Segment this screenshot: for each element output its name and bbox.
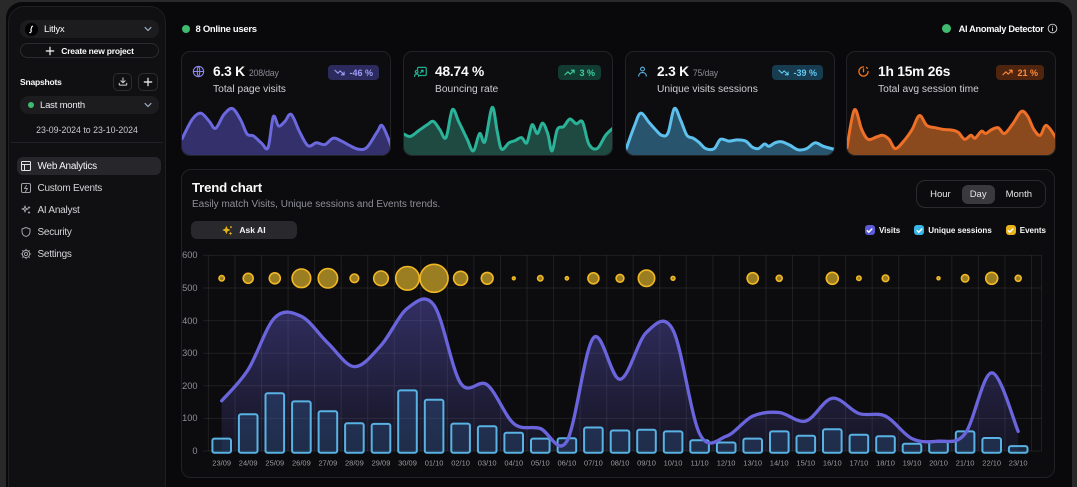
- svg-text:200: 200: [182, 381, 197, 391]
- svg-text:13/10: 13/10: [743, 459, 762, 468]
- svg-text:15/10: 15/10: [796, 459, 815, 468]
- svg-text:600: 600: [182, 250, 197, 260]
- svg-text:04/10: 04/10: [504, 459, 523, 468]
- svg-text:08/10: 08/10: [611, 459, 630, 468]
- svg-text:17/10: 17/10: [850, 459, 869, 468]
- svg-text:400: 400: [182, 316, 197, 326]
- svg-text:02/10: 02/10: [451, 459, 470, 468]
- svg-text:14/10: 14/10: [770, 459, 789, 468]
- svg-text:10/10: 10/10: [664, 459, 683, 468]
- svg-text:23/09: 23/09: [212, 459, 231, 468]
- svg-text:24/09: 24/09: [239, 459, 258, 468]
- svg-text:16/10: 16/10: [823, 459, 842, 468]
- svg-text:300: 300: [182, 348, 197, 358]
- svg-text:100: 100: [182, 413, 197, 423]
- svg-text:21/10: 21/10: [956, 459, 975, 468]
- svg-text:03/10: 03/10: [478, 459, 497, 468]
- svg-text:05/10: 05/10: [531, 459, 550, 468]
- svg-text:30/09: 30/09: [398, 459, 417, 468]
- svg-text:0: 0: [192, 446, 197, 456]
- svg-text:28/09: 28/09: [345, 459, 364, 468]
- svg-text:01/10: 01/10: [425, 459, 444, 468]
- svg-text:18/10: 18/10: [876, 459, 895, 468]
- svg-text:09/10: 09/10: [637, 459, 656, 468]
- svg-text:19/10: 19/10: [903, 459, 922, 468]
- svg-text:12/10: 12/10: [717, 459, 736, 468]
- svg-text:23/10: 23/10: [1009, 459, 1028, 468]
- svg-text:27/09: 27/09: [319, 459, 338, 468]
- svg-text:11/10: 11/10: [690, 459, 708, 468]
- svg-text:06/10: 06/10: [558, 459, 577, 468]
- svg-text:25/09: 25/09: [265, 459, 284, 468]
- svg-text:22/10: 22/10: [982, 459, 1001, 468]
- svg-text:07/10: 07/10: [584, 459, 603, 468]
- svg-text:29/09: 29/09: [372, 459, 391, 468]
- svg-text:20/10: 20/10: [929, 459, 948, 468]
- svg-text:26/09: 26/09: [292, 459, 311, 468]
- svg-text:500: 500: [182, 283, 197, 293]
